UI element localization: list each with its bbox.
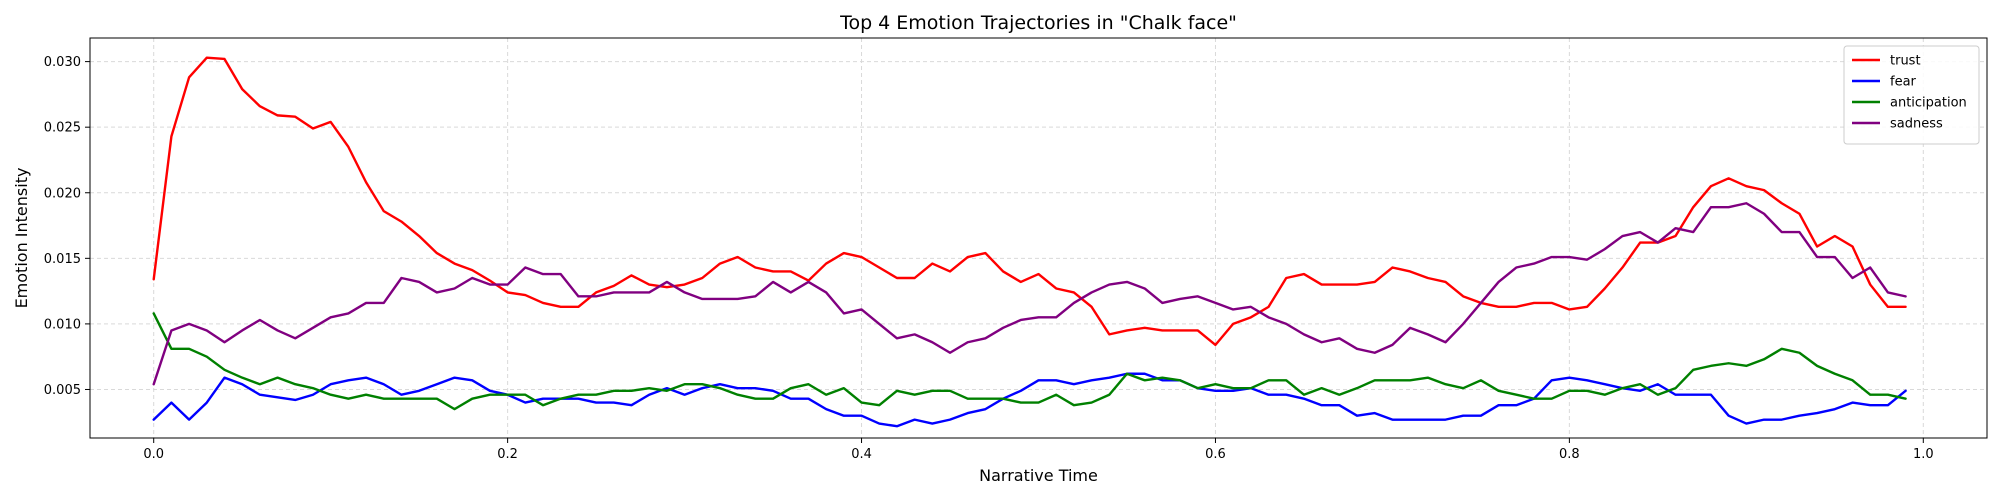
y-tick-label: 0.025 xyxy=(44,121,81,136)
grid xyxy=(90,38,1987,438)
legend-label-trust: trust xyxy=(1890,54,1921,69)
x-tick-label: 0.0 xyxy=(143,447,164,462)
legend: trust fear anticipation sadness xyxy=(1843,45,1980,145)
series-line-fear xyxy=(152,372,1907,428)
series-lines xyxy=(152,56,1907,428)
x-tick-label: 0.2 xyxy=(497,447,518,462)
x-tick-label: 0.6 xyxy=(1205,447,1226,462)
x-tick-label: 0.4 xyxy=(851,447,872,462)
y-tick-label: 0.020 xyxy=(44,186,81,201)
legend-label-anticipation: anticipation xyxy=(1890,96,1967,111)
axis-ticks: 0.0 0.2 0.4 0.6 0.8 1.0 0.005 0.010 0.015 0.020 0.… xyxy=(44,55,1934,462)
x-axis-title: Narrative Time xyxy=(979,466,1098,485)
y-axis-title: Emotion Intensity xyxy=(12,168,31,309)
series-line-anticipation xyxy=(152,312,1907,411)
series-line-trust xyxy=(152,56,1907,347)
series-line-sadness xyxy=(152,202,1907,386)
y-tick-label: 0.010 xyxy=(44,317,81,332)
plot-frame xyxy=(89,37,1988,439)
y-tick-label: 0.030 xyxy=(44,55,81,70)
legend-label-fear: fear xyxy=(1890,75,1917,90)
x-tick-label: 1.0 xyxy=(1913,447,1934,462)
legend-label-sadness: sadness xyxy=(1890,117,1943,132)
chart-title: Top 4 Emotion Trajectories in "Chalk fac… xyxy=(839,12,1237,34)
x-tick-label: 0.8 xyxy=(1559,447,1580,462)
y-tick-label: 0.015 xyxy=(44,252,81,267)
y-tick-label: 0.005 xyxy=(44,383,81,398)
legend-box xyxy=(1843,45,1980,145)
